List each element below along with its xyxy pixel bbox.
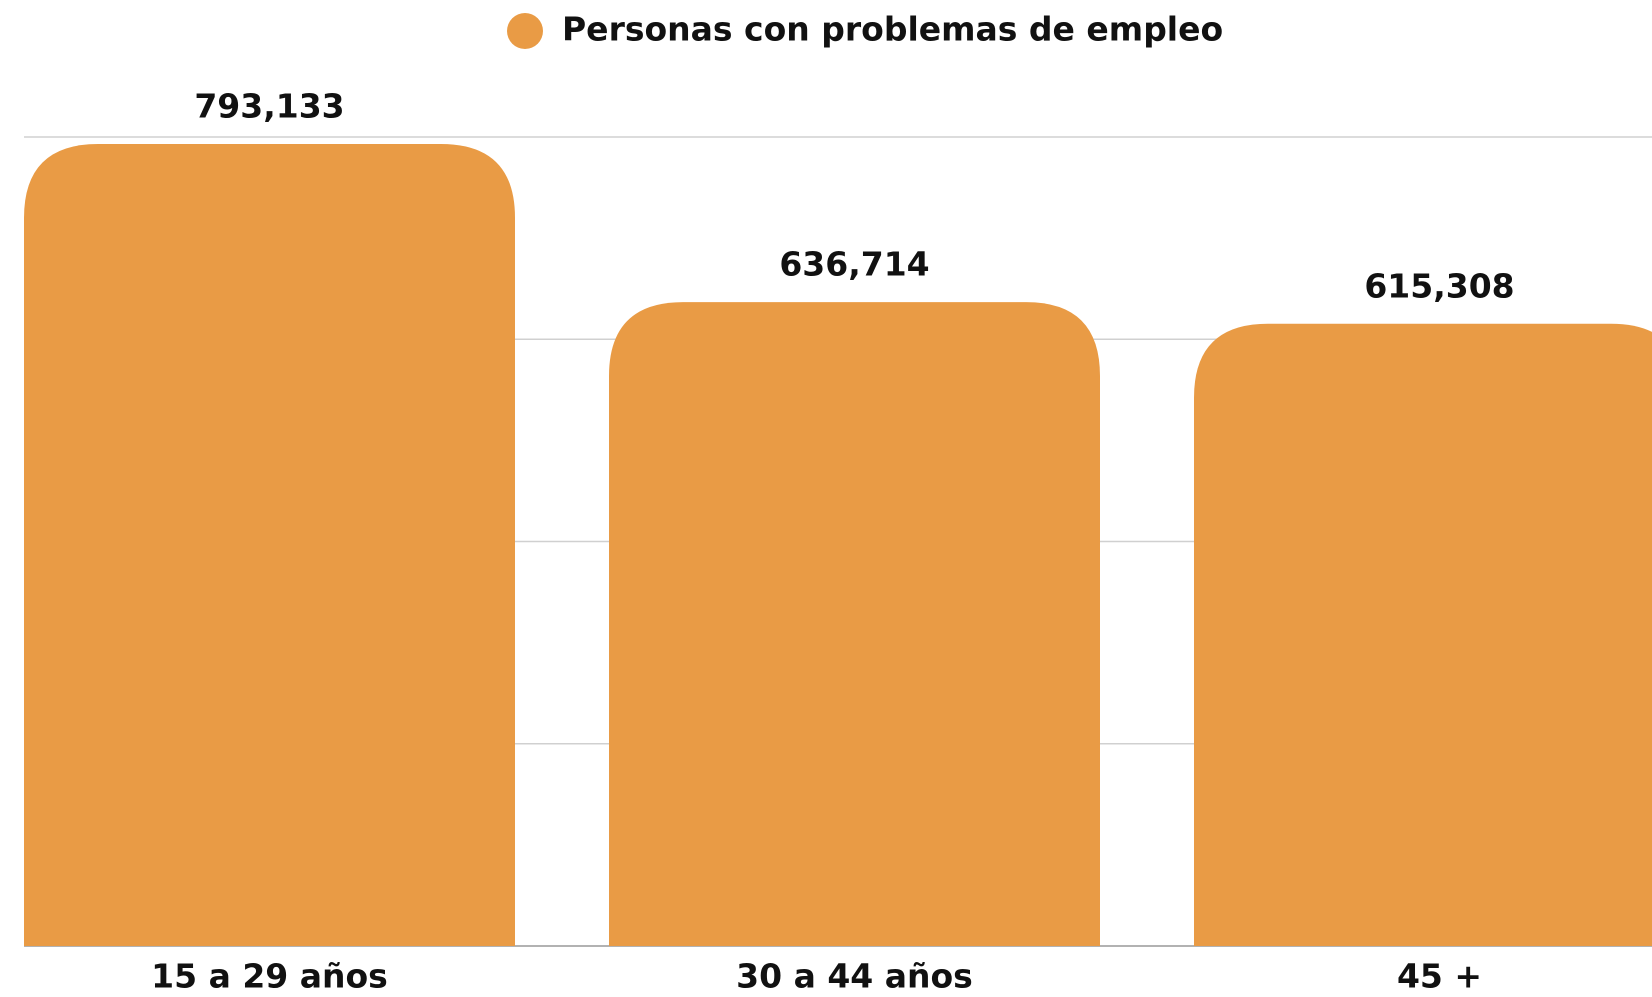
value-label: 615,308	[1364, 266, 1514, 305]
value-label: 793,133	[194, 86, 344, 125]
value-label: 636,714	[779, 245, 929, 284]
bar	[1194, 323, 1652, 946]
legend-label: Personas con problemas de empleo	[562, 10, 1223, 49]
x-tick-label: 15 a 29 años	[151, 957, 388, 996]
bar	[609, 302, 1100, 947]
bar	[24, 143, 515, 946]
x-tick-label: 30 a 44 años	[736, 957, 973, 996]
legend-swatch	[507, 13, 543, 49]
x-tick-label: 45 +	[1397, 957, 1482, 996]
